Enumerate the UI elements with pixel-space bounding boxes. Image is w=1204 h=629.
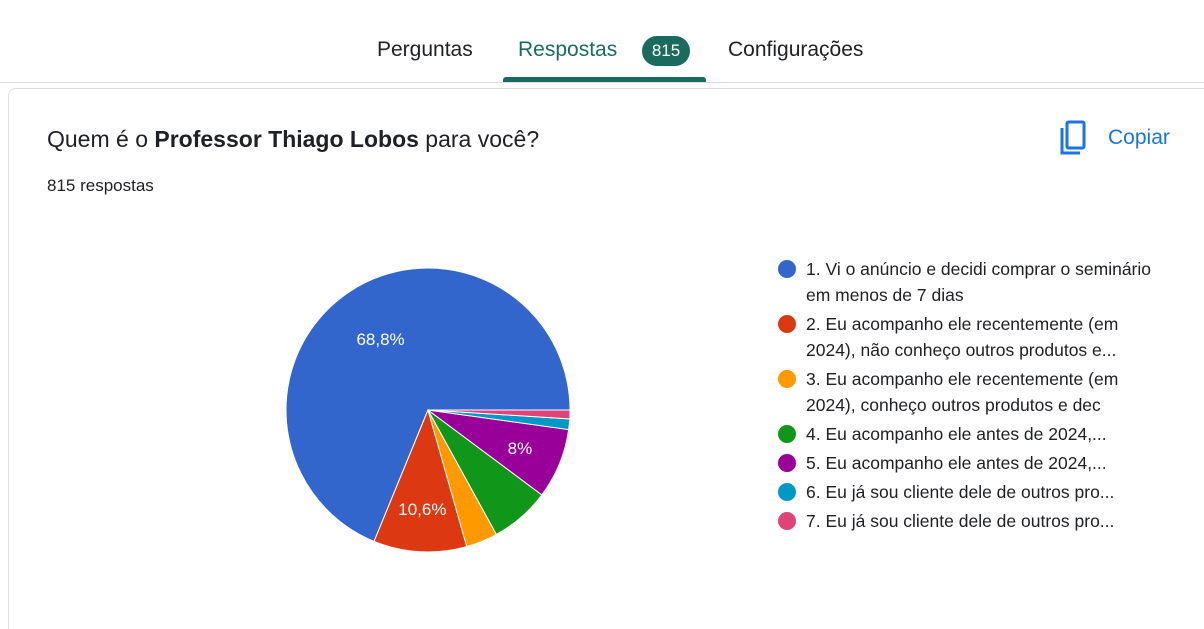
pie-data-label-5: 8% (508, 439, 533, 458)
tab-bar: Perguntas Respostas 815 Configurações (0, 0, 1204, 84)
legend-swatch-7 (778, 512, 796, 530)
pie-slice-2[interactable] (373, 408, 468, 553)
pie-slice-1[interactable] (285, 267, 571, 543)
responses-count-badge: 815 (642, 36, 690, 66)
legend-label-5: 5. Eu acompanho ele antes de 2024,... (806, 453, 1107, 473)
chart-legend: 1. Vi o anúncio e decidi comprar o semin… (778, 256, 1198, 537)
legend-label-3: 3. Eu acompanho ele recentemente (em 202… (806, 369, 1119, 415)
question-title-suffix: para você? (418, 126, 540, 152)
legend-swatch-3 (778, 370, 796, 388)
question-title: Quem é o Professor Thiago Lobos para voc… (47, 126, 539, 153)
pie-slices (285, 267, 571, 553)
pie-data-label-2: 10,6% (398, 500, 446, 519)
legend-item-6[interactable]: 6. Eu já sou cliente dele de outros pro.… (778, 479, 1198, 505)
active-tab-indicator (503, 77, 706, 82)
legend-item-1[interactable]: 1. Vi o anúncio e decidi comprar o semin… (778, 256, 1198, 308)
legend-item-7[interactable]: 7. Eu já sou cliente dele de outros pro.… (778, 508, 1198, 534)
tab-respostas[interactable]: Respostas (518, 38, 618, 61)
legend-label-4: 4. Eu acompanho ele antes de 2024,... (806, 424, 1107, 444)
legend-swatch-2 (778, 315, 796, 333)
tab-divider (0, 82, 1204, 83)
legend-label-2: 2. Eu acompanho ele recentemente (em 202… (806, 314, 1119, 360)
pie-slice-7[interactable] (427, 409, 571, 420)
legend-swatch-1 (778, 260, 796, 278)
legend-swatch-6 (778, 483, 796, 501)
legend-label-6: 6. Eu já sou cliente dele de outros pro.… (806, 482, 1115, 502)
question-summary-card (8, 88, 1204, 629)
legend-item-2[interactable]: 2. Eu acompanho ele recentemente (em 202… (778, 311, 1198, 363)
legend-label-1: 1. Vi o anúncio e decidi comprar o semin… (806, 259, 1152, 305)
tab-perguntas[interactable]: Perguntas (377, 38, 473, 61)
copy-button-label: Copiar (1108, 126, 1170, 149)
response-count: 815 respostas (47, 176, 154, 195)
copy-icon (1060, 120, 1086, 155)
legend-item-5[interactable]: 5. Eu acompanho ele antes de 2024,... (778, 450, 1198, 476)
copy-button[interactable]: Copiar (1058, 118, 1170, 158)
pie-data-label-1: 68,8% (356, 330, 404, 349)
legend-item-4[interactable]: 4. Eu acompanho ele antes de 2024,... (778, 421, 1198, 447)
legend-item-3[interactable]: 3. Eu acompanho ele recentemente (em 202… (778, 366, 1198, 418)
legend-label-7: 7. Eu já sou cliente dele de outros pro.… (806, 511, 1115, 531)
pie-labels: 68,8% 10,6% 8% (356, 330, 532, 519)
tab-configuracoes[interactable]: Configurações (728, 38, 864, 61)
legend-swatch-4 (778, 425, 796, 443)
question-title-prefix: Quem é o (47, 126, 155, 152)
legend-swatch-5 (778, 454, 796, 472)
question-title-bold: Professor Thiago Lobos (154, 126, 419, 152)
pie-chart: 68,8% 10,6% 8% (285, 267, 571, 553)
